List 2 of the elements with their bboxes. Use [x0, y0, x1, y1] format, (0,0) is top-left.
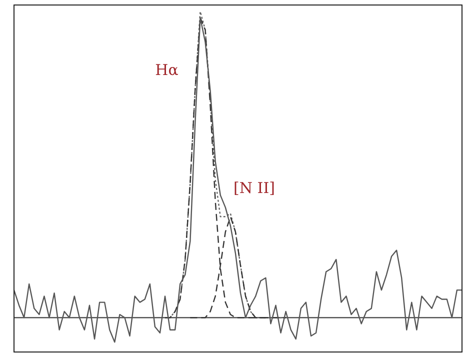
annotation: Hα	[155, 60, 178, 79]
annotation: [N II]	[234, 178, 275, 197]
